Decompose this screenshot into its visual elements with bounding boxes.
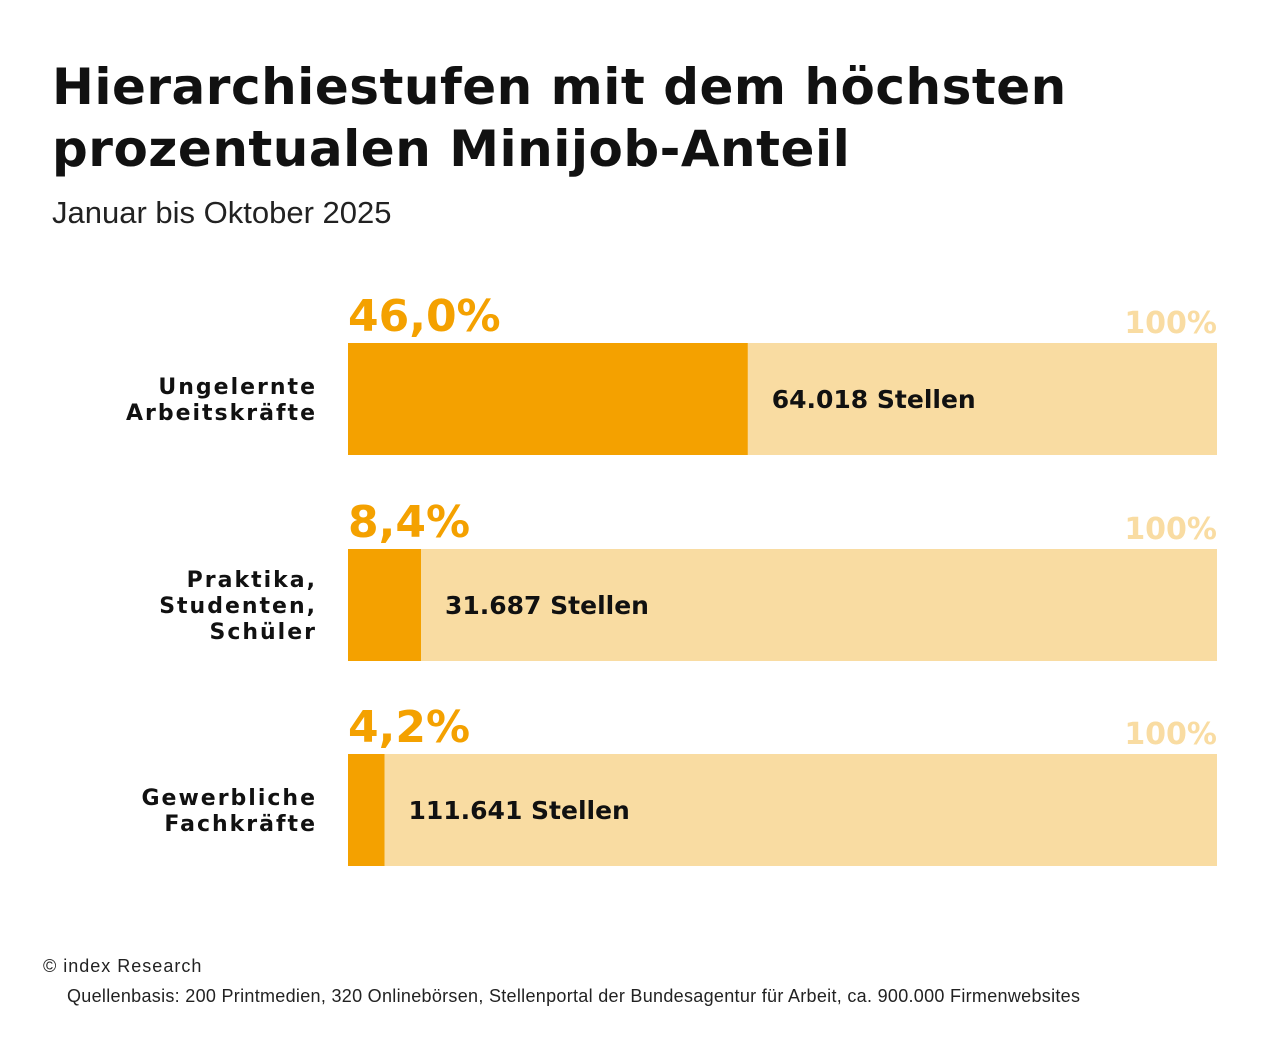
count-label: 31.687 Stellen <box>445 591 649 620</box>
bar-remainder <box>348 549 1217 661</box>
source-text: Quellenbasis: 200 Printmedien, 320 Onlin… <box>67 986 1081 1006</box>
chart-title: Hierarchiestufen mit dem höchsten prozen… <box>52 58 1067 178</box>
category-label: Praktika, <box>187 568 317 593</box>
bar-value <box>348 549 421 661</box>
value-label: 46,0% <box>348 291 501 342</box>
max-label: 100% <box>1124 512 1217 547</box>
value-label: 4,2% <box>348 702 470 753</box>
bar-remainder <box>348 754 1217 866</box>
copyright-text: © index Research <box>43 956 203 976</box>
category-label: Ungelernte <box>158 375 317 400</box>
max-label: 100% <box>1124 306 1217 341</box>
count-label: 111.641 Stellen <box>408 796 629 825</box>
count-label: 64.018 Stellen <box>772 385 976 414</box>
chart-subtitle: Januar bis Oktober 2025 <box>52 195 392 230</box>
category-label: Fachkräfte <box>164 812 317 837</box>
category-label: Schüler <box>209 620 317 645</box>
category-label: Arbeitskräfte <box>126 401 317 426</box>
max-label: 100% <box>1124 717 1217 752</box>
value-label: 8,4% <box>348 497 470 548</box>
category-label: Gewerbliche <box>141 786 317 811</box>
bar-value <box>348 754 385 866</box>
bar-value <box>348 343 748 455</box>
category-label: Studenten, <box>159 594 317 619</box>
